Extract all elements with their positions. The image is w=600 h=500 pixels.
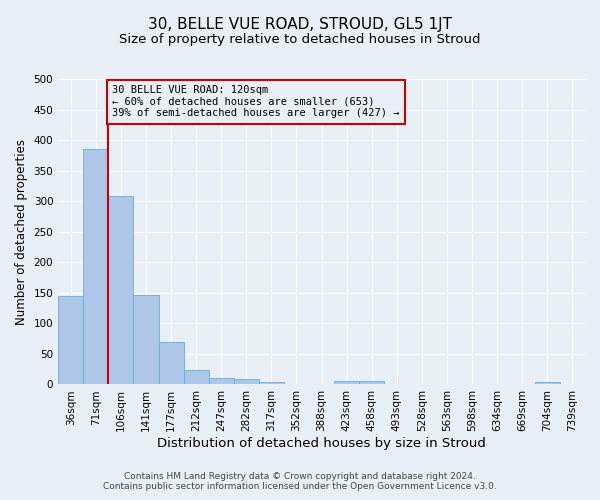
Bar [58,296,83,384]
Y-axis label: Number of detached properties: Number of detached properties [15,138,28,324]
Text: Contains HM Land Registry data © Crown copyright and database right 2024.: Contains HM Land Registry data © Crown c… [124,472,476,481]
Bar [209,378,234,384]
Text: Contains public sector information licensed under the Open Government Licence v3: Contains public sector information licen… [103,482,497,491]
Bar [184,370,209,384]
Bar [133,294,158,384]
Bar [83,150,109,384]
Text: Size of property relative to detached houses in Stroud: Size of property relative to detached ho… [119,32,481,46]
Bar [234,379,259,384]
X-axis label: Distribution of detached houses by size in Stroud: Distribution of detached houses by size … [157,437,486,450]
Bar [535,382,560,384]
Bar [334,382,359,384]
Bar [259,382,284,384]
Bar [109,196,133,384]
Text: 30 BELLE VUE ROAD: 120sqm
← 60% of detached houses are smaller (653)
39% of semi: 30 BELLE VUE ROAD: 120sqm ← 60% of detac… [112,85,400,118]
Bar [158,342,184,384]
Text: 30, BELLE VUE ROAD, STROUD, GL5 1JT: 30, BELLE VUE ROAD, STROUD, GL5 1JT [148,18,452,32]
Bar [359,382,385,384]
